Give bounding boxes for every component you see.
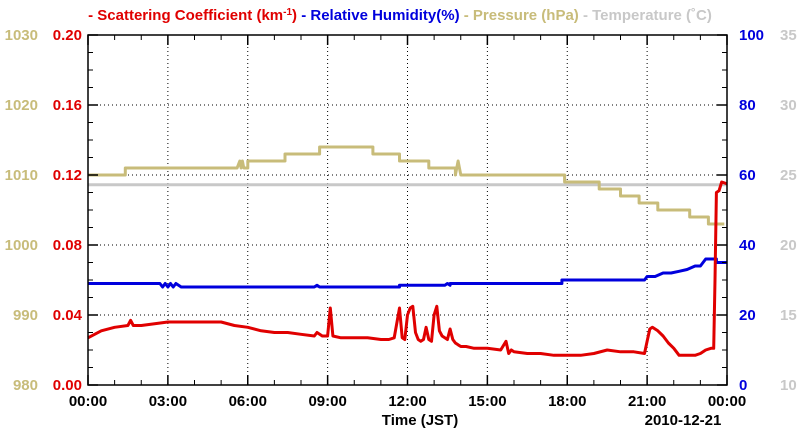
x-tick-label: 00:00 [708,393,746,410]
y-tick-label-temperature: 10 [780,377,797,394]
y-tick-label-scattering: 0.08 [53,237,82,254]
title-item-0-close: ) [292,7,297,24]
y-tick-label-temperature: 15 [780,307,797,324]
series-lines [87,145,728,357]
title-item-0-superscript: -1 [283,7,292,18]
x-tick-label: 12:00 [388,393,426,410]
axis-labels: 00:00 03:00 06:00 09:00 12:00 15:00 18:00 21:00… [5,27,797,410]
y-tick-label-temperature: 30 [780,97,797,114]
y-tick-label-temperature: 20 [780,237,797,254]
series-line-relative-humidity [88,257,727,289]
title-item-1: - Relative Humidity(%) [297,7,460,24]
y-tick-label-humidity: 100 [739,27,764,44]
x-tick-label: 00:00 [69,393,107,410]
y-tick-label-humidity: 80 [739,97,756,114]
chart-title: - Scattering Coefficient (km-1) - Relati… [88,7,712,25]
x-tick-label: 06:00 [229,393,267,410]
x-tick-label: 18:00 [548,393,586,410]
series-line-pressure [88,145,725,226]
y-tick-label-scattering: 0.12 [53,167,82,184]
y-tick-label-temperature: 35 [780,27,797,44]
y-tick-label-pressure: 1030 [5,27,38,44]
x-axis-label: Time (JST) [382,412,458,429]
axis-ticks [87,34,728,386]
title-item-0: - Scattering Coefficient (km [88,7,283,24]
title-item-2: - Pressure (hPa) [460,7,579,24]
y-tick-label-scattering: 0.00 [53,377,82,394]
y-tick-label-humidity: 60 [739,167,756,184]
grid-lines [88,35,727,385]
x-tick-label: 03:00 [149,393,187,410]
y-tick-label-humidity: 40 [739,237,756,254]
y-tick-label-pressure: 1000 [5,237,38,254]
title-line: - Scattering Coefficient (km-1) - Relati… [88,7,712,25]
date-label: 2010-12-21 [645,412,722,429]
y-tick-label-pressure: 980 [13,377,38,394]
y-tick-label-pressure: 1020 [5,97,38,114]
y-tick-label-scattering: 0.16 [53,97,82,114]
y-tick-label-scattering: 0.04 [53,307,83,324]
y-tick-label-temperature: 25 [780,167,797,184]
series-line-scattering-coefficient [87,180,728,357]
y-tick-label-humidity: 20 [739,307,756,324]
y-tick-label-pressure: 990 [13,307,38,324]
y-tick-label-humidity: 0 [739,377,747,394]
x-tick-label: 15:00 [468,393,506,410]
x-tick-label: 21:00 [628,393,666,410]
x-tick-label: 09:00 [308,393,346,410]
y-tick-label-pressure: 1010 [5,167,38,184]
title-item-3: - Temperature (˚C) [579,7,712,24]
y-tick-label-scattering: 0.20 [53,27,82,44]
